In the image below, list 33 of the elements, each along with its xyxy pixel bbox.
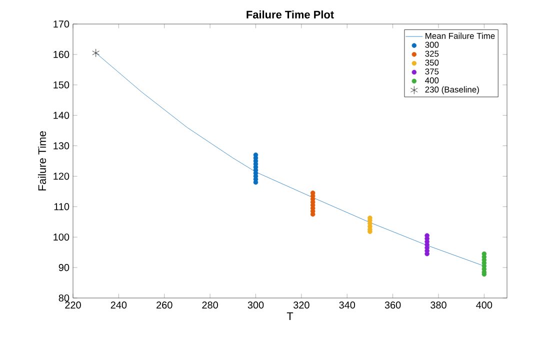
legend-label: 350	[425, 60, 439, 66]
y-tick-label: 80	[58, 294, 70, 302]
chart-title: Failure Time Plot	[246, 10, 334, 18]
legend-label: 300	[425, 42, 439, 48]
x-axis-title: T	[286, 312, 294, 320]
y-tick-label: 150	[54, 81, 70, 88]
y-tick-label: 130	[54, 142, 70, 150]
y-tick-label: 170	[54, 20, 70, 28]
x-tick-label: 400	[476, 302, 492, 309]
point	[424, 233, 430, 238]
x-tick-label: 380	[430, 302, 446, 309]
y-axis-title: Failure Time	[38, 131, 46, 190]
point	[92, 48, 100, 58]
y-tick-label: 110	[54, 203, 70, 210]
legend-label: Mean Failure Time	[426, 32, 495, 39]
x-tick-label: 240	[110, 302, 127, 309]
legend-label: 325	[425, 50, 439, 57]
y-tick-label: 140	[54, 112, 70, 119]
x-tick-label: 220	[65, 302, 81, 309]
x-tick-label: 340	[339, 302, 356, 309]
x-tick-label: 280	[202, 302, 218, 309]
x-tick-label: 360	[384, 302, 401, 309]
x-tick-label: 300	[248, 302, 264, 309]
legend-label: 230 (Baseline)	[425, 86, 479, 94]
y-tick-label: 100	[54, 234, 70, 241]
point	[310, 190, 316, 196]
x-tick-label: 260	[156, 302, 172, 309]
y-tick-label: 120	[54, 172, 70, 180]
y-tick-label: 160	[54, 50, 70, 58]
legend-label: 400	[425, 77, 439, 84]
y-tick-label: 90	[58, 264, 70, 272]
legend-label: 375	[425, 68, 439, 74]
x-tick-label: 320	[293, 302, 310, 309]
